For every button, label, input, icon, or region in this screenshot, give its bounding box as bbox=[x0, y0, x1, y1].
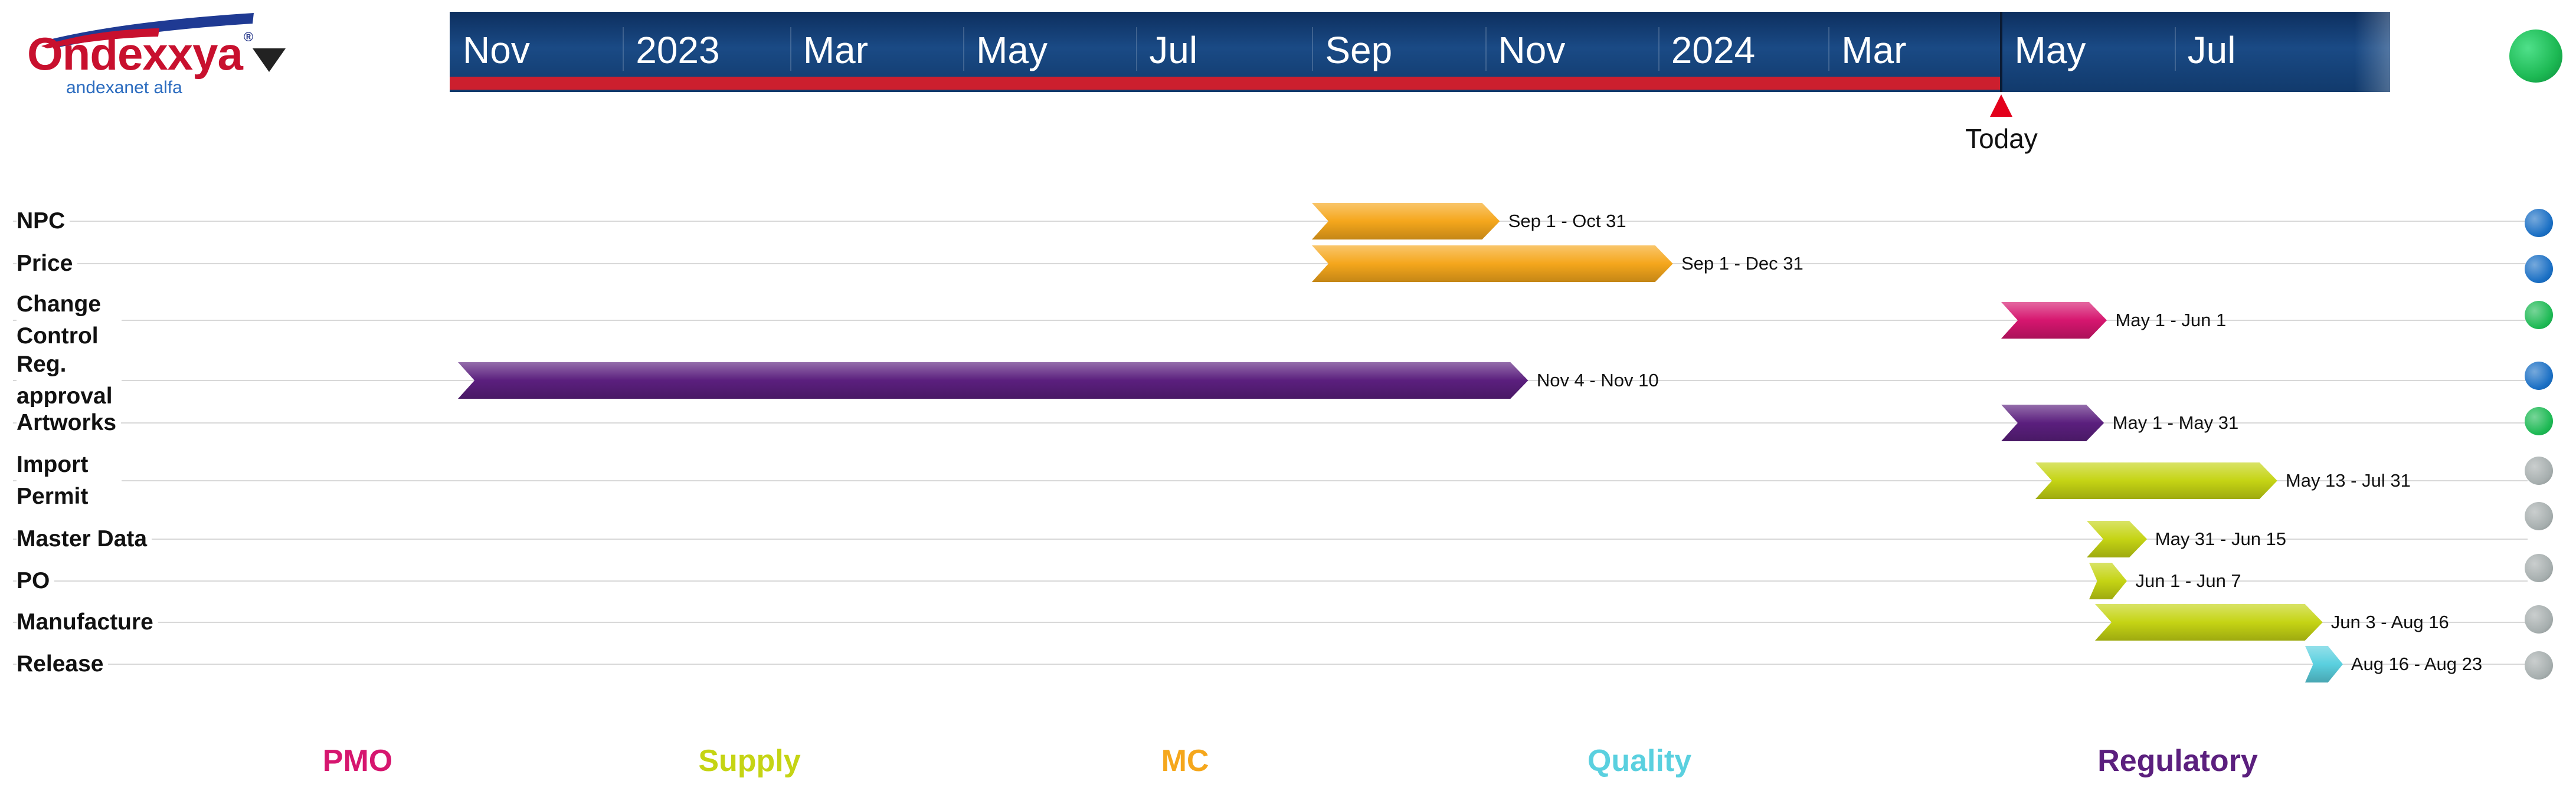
legend-item: Quality bbox=[1587, 744, 1692, 778]
timescale-label: Nov bbox=[463, 29, 530, 71]
timescale-tick bbox=[1312, 27, 1314, 71]
task-bar[interactable] bbox=[2089, 563, 2127, 599]
task-bar[interactable] bbox=[2001, 405, 2104, 441]
task-label: NPC bbox=[17, 205, 70, 237]
today-label: Today bbox=[1965, 123, 2038, 154]
task-date-label: Sep 1 - Dec 31 bbox=[1681, 253, 1803, 274]
task-bar[interactable] bbox=[1312, 203, 1500, 239]
brand-wordmark: Ondexxya bbox=[27, 28, 243, 80]
task-label: Import Permit bbox=[17, 449, 122, 513]
timescale-label: 2023 bbox=[636, 29, 720, 71]
task-date-label: May 13 - Jul 31 bbox=[2285, 470, 2411, 491]
timescale-tick bbox=[1828, 27, 1830, 71]
timescale-label: Jul bbox=[1149, 29, 1198, 71]
task-label: Artworks bbox=[17, 407, 122, 439]
row-gridline bbox=[13, 263, 2528, 264]
row-gridline bbox=[13, 221, 2528, 222]
logo-swoosh-icon bbox=[41, 13, 254, 48]
status-dot[interactable] bbox=[2525, 457, 2553, 485]
task-date-label: Sep 1 - Oct 31 bbox=[1508, 211, 1626, 231]
legend-item: PMO bbox=[322, 744, 393, 778]
timescale-label: May bbox=[976, 29, 1048, 71]
brand-name: Ondexxya® bbox=[27, 31, 253, 77]
task-date-label: May 1 - May 31 bbox=[2112, 412, 2239, 433]
registered-mark: ® bbox=[243, 29, 253, 44]
task-label: Master Data bbox=[17, 523, 152, 555]
timescale-label: May bbox=[2014, 29, 2086, 71]
task-label: Change Control bbox=[17, 288, 122, 352]
status-dot[interactable] bbox=[2525, 605, 2553, 634]
task-bar[interactable] bbox=[2001, 302, 2107, 339]
task-date-label: May 1 - Jun 1 bbox=[2115, 310, 2227, 330]
timescale-tick bbox=[1136, 27, 1138, 71]
dropdown-triangle-icon[interactable] bbox=[253, 48, 286, 72]
status-dot[interactable] bbox=[2525, 209, 2553, 237]
task-date-label: Jun 1 - Jun 7 bbox=[2135, 570, 2241, 591]
task-date-label: Nov 4 - Nov 10 bbox=[1536, 370, 1659, 390]
timescale-tick bbox=[1658, 27, 1659, 71]
timescale-shine bbox=[2355, 12, 2390, 92]
task-bar[interactable] bbox=[1312, 245, 1673, 282]
legend-item: Supply bbox=[698, 744, 801, 778]
brand-logo: Ondexxya® andexanet alfa bbox=[24, 13, 301, 101]
status-dot[interactable] bbox=[2525, 255, 2553, 283]
timescale-tick bbox=[2174, 27, 2176, 71]
timescale-label: Sep bbox=[1325, 29, 1393, 71]
today-marker-icon bbox=[1990, 94, 2013, 117]
row-gridline bbox=[13, 480, 2528, 481]
timescale-label: Jul bbox=[2187, 29, 2236, 71]
task-bar[interactable] bbox=[2095, 604, 2323, 641]
status-dot[interactable] bbox=[2525, 362, 2553, 390]
status-dot[interactable] bbox=[2525, 554, 2553, 582]
task-date-label: May 31 - Jun 15 bbox=[2155, 529, 2287, 549]
task-bar[interactable] bbox=[458, 362, 1528, 399]
timescale-tick bbox=[790, 27, 791, 71]
timescale-label: Mar bbox=[803, 29, 869, 71]
timescale-tick bbox=[623, 27, 624, 71]
status-dot[interactable] bbox=[2525, 502, 2553, 530]
timescale-label: 2024 bbox=[1671, 29, 1756, 71]
task-bar[interactable] bbox=[2086, 521, 2147, 557]
elapsed-progress-bar bbox=[450, 77, 2002, 90]
row-gridline bbox=[13, 664, 2528, 665]
task-date-label: Aug 16 - Aug 23 bbox=[2351, 654, 2483, 674]
status-dot[interactable] bbox=[2525, 651, 2553, 680]
timescale-bar: Nov 2023 Mar May Jul Sep Nov 2024 Mar May Jul bbox=[450, 12, 2390, 92]
row-gridline bbox=[13, 422, 2528, 424]
task-label: Manufacture bbox=[17, 606, 158, 638]
timescale-label: Mar bbox=[1841, 29, 1907, 71]
task-label: PO bbox=[17, 565, 55, 597]
timescale-tick bbox=[963, 27, 965, 71]
status-dot[interactable] bbox=[2525, 301, 2553, 329]
legend-item: MC bbox=[1161, 744, 1209, 778]
generic-name: andexanet alfa bbox=[66, 78, 182, 97]
task-bar[interactable] bbox=[2305, 646, 2343, 682]
task-label: Release bbox=[17, 648, 109, 680]
task-date-label: Jun 3 - Aug 16 bbox=[2330, 612, 2449, 632]
status-dot[interactable] bbox=[2525, 407, 2553, 435]
timescale-label: Nov bbox=[1498, 29, 1566, 71]
timescale-tick bbox=[1485, 27, 1487, 71]
task-label: Price bbox=[17, 248, 78, 280]
task-bar[interactable] bbox=[2035, 462, 2277, 499]
overall-status-dot bbox=[2509, 29, 2562, 83]
legend-item: Regulatory bbox=[2097, 744, 2258, 778]
task-label: Reg. approval bbox=[17, 349, 122, 412]
row-gridline bbox=[13, 622, 2528, 623]
row-gridline bbox=[13, 580, 2528, 582]
row-gridline bbox=[13, 539, 2528, 540]
today-line bbox=[2000, 12, 2003, 92]
row-gridline bbox=[13, 320, 2528, 321]
